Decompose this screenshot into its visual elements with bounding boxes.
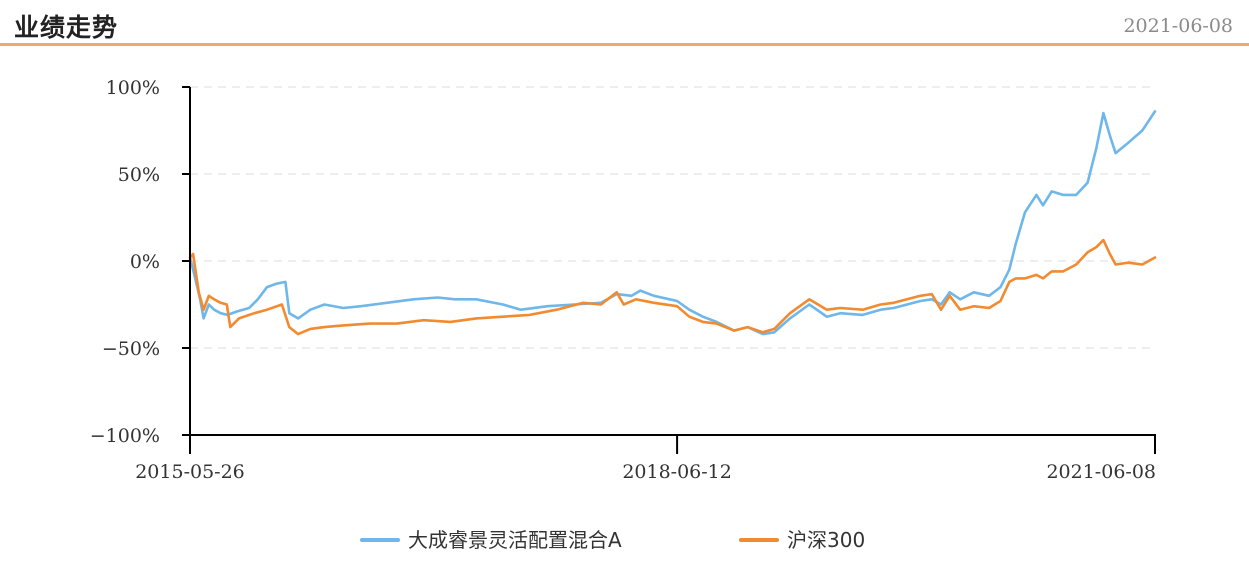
y-tick-label: 0% bbox=[130, 251, 160, 273]
y-tick-label: −100% bbox=[90, 425, 160, 447]
x-tick-label: 2021-06-08 bbox=[1046, 461, 1156, 483]
legend: 大成睿景灵活配置混合A 沪深300 bbox=[360, 528, 865, 552]
x-tick-label: 2018-06-12 bbox=[622, 461, 732, 483]
performance-chart: 100% 50% 0% −50% −100% 2015-05-26 2018-06-12 20… bbox=[90, 77, 1157, 552]
y-tick-label: 50% bbox=[118, 164, 160, 186]
header-bar: 业绩走势 2021-06-08 bbox=[0, 0, 1249, 46]
y-tick-label: 100% bbox=[106, 77, 160, 99]
axis-layer: 100% 50% 0% −50% −100% 2015-05-26 2018-06-12 20… bbox=[90, 77, 1156, 483]
header-date: 2021-06-08 bbox=[1123, 15, 1233, 37]
legend-label-index: 沪深300 bbox=[787, 528, 865, 552]
legend-label-fund: 大成睿景灵活配置混合A bbox=[408, 528, 622, 552]
section-title: 业绩走势 bbox=[14, 13, 119, 42]
x-tick-label: 2015-05-26 bbox=[135, 461, 245, 483]
grid-layer bbox=[190, 86, 1155, 349]
index-series-line bbox=[188, 238, 1157, 336]
y-tick-label: −50% bbox=[102, 338, 160, 360]
series-layer bbox=[188, 110, 1157, 336]
fund-series-line bbox=[188, 110, 1157, 336]
